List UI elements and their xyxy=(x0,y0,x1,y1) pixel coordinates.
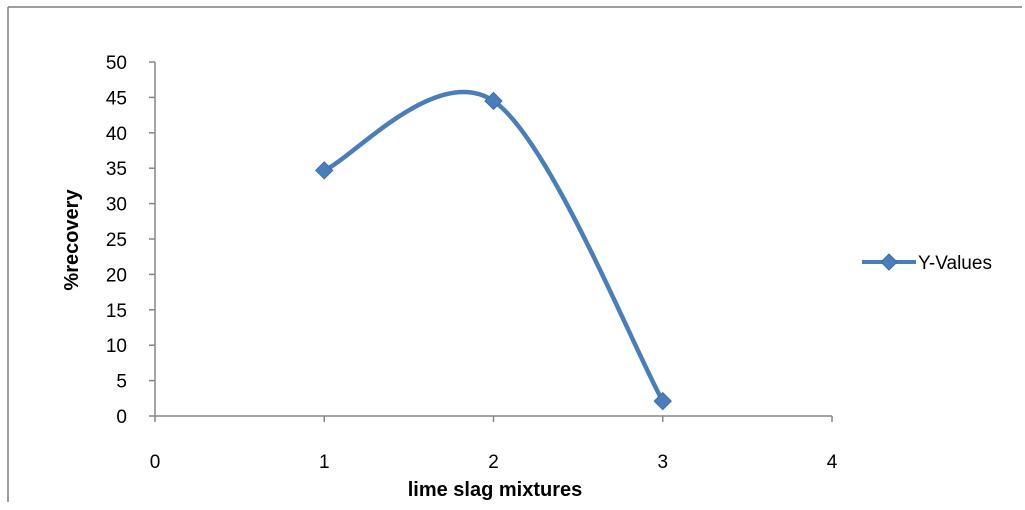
y-tick-label: 10 xyxy=(106,336,127,357)
x-tick-label: 1 xyxy=(319,452,330,473)
y-tick-label: 35 xyxy=(106,159,127,180)
y-tick-label: 45 xyxy=(106,88,127,109)
chart-border xyxy=(7,6,1022,502)
y-tick-label: 30 xyxy=(106,195,127,216)
x-axis-label: lime slag mixtures xyxy=(408,479,583,501)
x-tick-label: 2 xyxy=(488,452,499,473)
x-tick-label: 4 xyxy=(827,452,838,473)
data-point-marker xyxy=(653,391,672,411)
y-tick-label: 0 xyxy=(116,407,127,428)
y-tick-label: 40 xyxy=(106,124,127,145)
series-line xyxy=(322,89,665,404)
y-tick-label: 5 xyxy=(116,372,127,393)
y-tick-label: 50 xyxy=(106,53,127,74)
y-tick-label: 25 xyxy=(106,230,127,251)
y-tick-label: 15 xyxy=(106,301,127,322)
data-point-marker xyxy=(315,161,334,180)
data-point-marker xyxy=(484,91,503,111)
legend-marker xyxy=(880,253,898,271)
x-tick-label: 0 xyxy=(150,452,161,473)
y-axis-label: %recovery xyxy=(61,189,83,291)
y-tick-label: 20 xyxy=(106,265,127,286)
legend-label: Y-Values xyxy=(918,253,992,274)
legend: Y-Values xyxy=(862,253,992,274)
x-tick-label: 3 xyxy=(657,452,668,473)
